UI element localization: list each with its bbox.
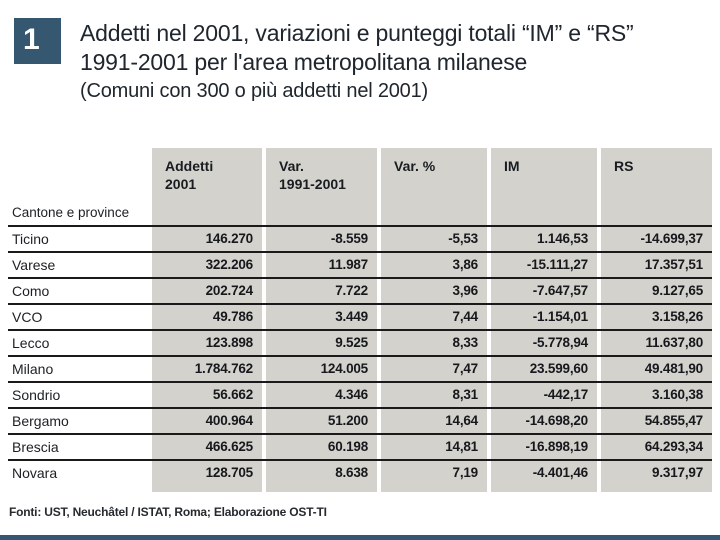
cell-value: 322.206 (152, 253, 262, 277)
figure-title-line1: Addetti nel 2001, variazioni e punteggi … (80, 20, 634, 46)
cell-value: 3.158,26 (601, 305, 712, 329)
table-row: Brescia 466.625 60.198 14,81 -16.898,19 64.29… (8, 433, 712, 459)
figure-title: Addetti nel 2001, variazioni e punteggi … (80, 19, 710, 77)
cell-value: -16.898,19 (491, 435, 597, 459)
cell-value: 400.964 (152, 409, 262, 433)
row-label: Como (8, 279, 152, 303)
cell-value: -442,17 (491, 383, 597, 407)
cell-value: 14,81 (381, 435, 487, 459)
column-header: RS (601, 148, 712, 225)
cell-value: 9.317,97 (601, 461, 712, 485)
figure-subtitle: (Comuni con 300 o più addetti nel 2001) (80, 80, 428, 102)
figure-title-block: Addetti nel 2001, variazioni e punteggi … (80, 19, 710, 105)
bottom-accent-bar (0, 535, 720, 540)
column-header: Addetti 2001 (152, 148, 262, 225)
cell-value: -1.154,01 (491, 305, 597, 329)
cell-value: 8,31 (381, 383, 487, 407)
cell-value: 7.722 (266, 279, 377, 303)
tail-pad-cell (381, 485, 487, 492)
cell-value: 11.987 (266, 253, 377, 277)
table-row: Milano 1.784.762 124.005 7,47 23.599,60 49.48… (8, 355, 712, 381)
cell-value: 123.898 (152, 331, 262, 355)
cell-value: 202.724 (152, 279, 262, 303)
figure-title-line2: 1991-2001 per l'area metropolitana milan… (80, 49, 528, 75)
cell-value: -14.698,20 (491, 409, 597, 433)
row-label: Ticino (8, 227, 152, 251)
tail-pad-cell (152, 485, 262, 492)
cell-value: 49.481,90 (601, 357, 712, 381)
cell-value: 54.855,47 (601, 409, 712, 433)
cell-value: 7,47 (381, 357, 487, 381)
row-label: Milano (8, 357, 152, 381)
cell-value: 9.525 (266, 331, 377, 355)
cell-value: 128.705 (152, 461, 262, 485)
cell-value: -4.401,46 (491, 461, 597, 485)
cell-value: 49.786 (152, 305, 262, 329)
figure-number-badge: 1 (14, 18, 61, 64)
data-table: Cantone e province Addetti 2001 Var. 1991… (8, 148, 712, 492)
cell-value: -15.111,27 (491, 253, 597, 277)
cell-value: 56.662 (152, 383, 262, 407)
column-header: Var. 1991-2001 (266, 148, 377, 225)
cell-value: 3,86 (381, 253, 487, 277)
table-body: Ticino 146.270 -8.559 -5,53 1.146,53 -14.699,… (8, 225, 712, 492)
cell-value: 23.599,60 (491, 357, 597, 381)
cell-value: 466.625 (152, 435, 262, 459)
row-label: Brescia (8, 435, 152, 459)
table-row: Lecco 123.898 9.525 8,33 -5.778,94 11.637,80 (8, 329, 712, 355)
row-label: Bergamo (8, 409, 152, 433)
cell-value: 7,44 (381, 305, 487, 329)
table-row: Bergamo 400.964 51.200 14,64 -14.698,20 54.85… (8, 407, 712, 433)
cell-value: -5,53 (381, 227, 487, 251)
table-row: Sondrio 56.662 4.346 8,31 -442,17 3.160,38 (8, 381, 712, 407)
cell-value: 1.784.762 (152, 357, 262, 381)
corner-label: Cantone e province (8, 148, 152, 225)
table-row: Novara 128.705 8.638 7,19 -4.401,46 9.317,97 (8, 459, 712, 485)
row-label: VCO (8, 305, 152, 329)
cell-value: 9.127,65 (601, 279, 712, 303)
cell-value: 60.198 (266, 435, 377, 459)
cell-value: 3.160,38 (601, 383, 712, 407)
tail-pad-cell (601, 485, 712, 492)
table-row: VCO 49.786 3.449 7,44 -1.154,01 3.158,26 (8, 303, 712, 329)
cell-value: -7.647,57 (491, 279, 597, 303)
cell-value: 51.200 (266, 409, 377, 433)
cell-value: 7,19 (381, 461, 487, 485)
table-header-row: Cantone e province Addetti 2001 Var. 1991… (8, 148, 712, 225)
cell-value: 1.146,53 (491, 227, 597, 251)
row-label: Sondrio (8, 383, 152, 407)
cell-value: 3,96 (381, 279, 487, 303)
table-row: Varese 322.206 11.987 3,86 -15.111,27 17.357,… (8, 251, 712, 277)
row-label: Lecco (8, 331, 152, 355)
table-row: Como 202.724 7.722 3,96 -7.647,57 9.127,65 (8, 277, 712, 303)
cell-value: 64.293,34 (601, 435, 712, 459)
cell-value: 3.449 (266, 305, 377, 329)
tail-pad-label-cell (8, 485, 152, 492)
row-label: Novara (8, 461, 152, 485)
cell-value: -5.778,94 (491, 331, 597, 355)
cell-value: -14.699,37 (601, 227, 712, 251)
table-row: Ticino 146.270 -8.559 -5,53 1.146,53 -14.699,… (8, 225, 712, 251)
cell-value: 11.637,80 (601, 331, 712, 355)
tail-pad-cell (266, 485, 377, 492)
source-note: Fonti: UST, Neuchâtel / ISTAT, Roma; Ela… (9, 505, 327, 519)
column-header: Var. % (381, 148, 487, 225)
cell-value: 8.638 (266, 461, 377, 485)
cell-value: 14,64 (381, 409, 487, 433)
cell-value: 124.005 (266, 357, 377, 381)
cell-value: 17.357,51 (601, 253, 712, 277)
cell-value: -8.559 (266, 227, 377, 251)
cell-value: 146.270 (152, 227, 262, 251)
cell-value: 4.346 (266, 383, 377, 407)
cell-value: 8,33 (381, 331, 487, 355)
table-tail-pad (8, 485, 712, 492)
row-label: Varese (8, 253, 152, 277)
column-header: IM (491, 148, 597, 225)
tail-pad-cell (491, 485, 597, 492)
